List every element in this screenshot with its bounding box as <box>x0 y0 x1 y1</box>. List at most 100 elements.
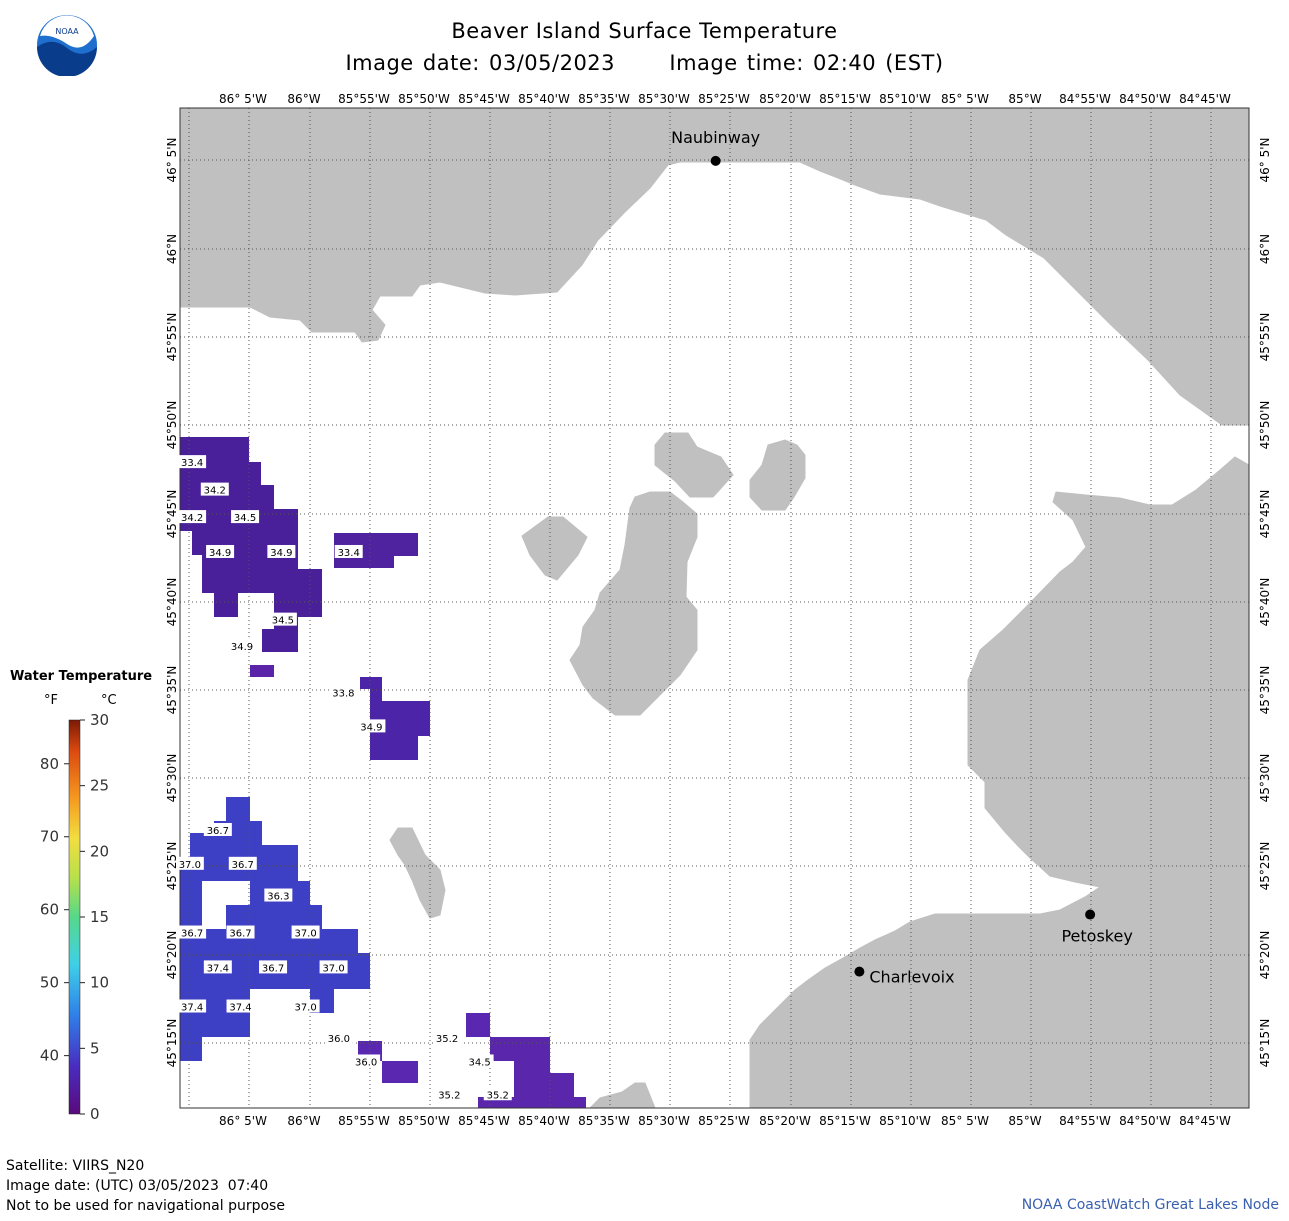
colorbar-label-c: 30 <box>90 712 109 729</box>
lat-label-left: 45°45'N <box>165 490 179 539</box>
temp-label-value: 36.0 <box>355 1057 377 1068</box>
temp-label-value: 36.7 <box>207 826 229 837</box>
temp-label-value: 37.4 <box>207 963 229 974</box>
colorbar-label-f: 40 <box>40 1047 59 1065</box>
temp-label: 36.0 <box>352 1054 381 1068</box>
lon-label-bottom: 85°40'W <box>518 1114 570 1128</box>
temp-label-value: 36.7 <box>229 929 251 940</box>
footer-disclaimer: Not to be used for navigational purpose <box>6 1198 285 1214</box>
city-petoskey[interactable]: Petoskey <box>1061 909 1133 946</box>
temp-label-value: 35.2 <box>436 1034 458 1045</box>
lon-label-bottom: 85°10'W <box>879 1114 931 1128</box>
lon-label-bottom: 85°45'W <box>458 1114 510 1128</box>
temp-label-value: 33.4 <box>181 458 203 469</box>
footer-utc-date: Image date: (UTC) 03/05/2023 07:40 <box>6 1178 269 1194</box>
city-label: Petoskey <box>1061 927 1132 946</box>
lat-label-left: 45°30'N <box>165 754 179 803</box>
temp-label: 34.9 <box>267 544 296 559</box>
temp-label: 33.8 <box>329 685 358 700</box>
temp-label: 34.9 <box>206 544 235 559</box>
temp-label-bg <box>206 544 235 558</box>
temp-label-value: 37.0 <box>322 963 344 974</box>
temp-label-bg <box>228 639 257 653</box>
colorbar-label-c: 0 <box>90 1105 100 1123</box>
temp-label: 33.4 <box>178 455 207 469</box>
temp-label-bg <box>178 510 207 524</box>
lower-peninsula-land <box>749 456 1250 1109</box>
city-naubinway[interactable]: Naubinway <box>671 128 760 166</box>
temp-label-bg <box>334 544 363 558</box>
colorbar-label-f: 50 <box>40 974 59 992</box>
colorbar-gradient <box>68 719 81 1115</box>
temp-label: 34.5 <box>268 612 297 627</box>
legend-unit-f: °F <box>44 693 58 708</box>
lat-label-right: 45°35'N <box>1258 666 1272 715</box>
city-marker-icon <box>1085 909 1096 920</box>
map-title: Beaver Island Surface Temperature <box>451 19 838 43</box>
temperature-cell-7 <box>466 1013 490 1037</box>
lon-label-bottom: 85°55'W <box>338 1114 390 1128</box>
graticule <box>179 107 1250 1109</box>
temp-label-bg <box>324 1031 353 1045</box>
temp-label-bg <box>465 1054 494 1068</box>
lon-label-bottom: 85°35'W <box>578 1114 630 1128</box>
temp-label: 36.7 <box>178 925 207 940</box>
temp-label: 34.2 <box>178 510 207 524</box>
axis-labels: 86° 5'W 86°W 85°55'W 85°50'W 85°45'W 85°40'W 8… <box>165 92 1272 1128</box>
upper-peninsula-land <box>179 107 1250 426</box>
lon-label-top: 85°55'W <box>338 92 390 106</box>
temp-label-bg <box>483 1087 512 1101</box>
city-markers: Naubinway Charlevoix Petoskey <box>671 128 1133 987</box>
lat-label-right: 45°25'N <box>1258 842 1272 891</box>
temp-label: 37.0 <box>175 856 204 871</box>
colorbar-label-c: 10 <box>90 974 109 992</box>
temperature-colorbar: 0 5 10 15 20 25 30 40 50 60 70 80 <box>40 712 109 1123</box>
lat-label-right: 45°30'N <box>1258 754 1272 803</box>
temperature-cell-3 <box>360 677 430 760</box>
city-charlevoix[interactable]: Charlevoix <box>854 966 955 987</box>
temp-label: 34.5 <box>465 1054 494 1068</box>
temp-label: 35.2 <box>435 1087 464 1101</box>
lon-label-top: 85°25'W <box>698 92 750 106</box>
lon-label-bottom: 85°30'W <box>638 1114 690 1128</box>
temp-label: 34.2 <box>200 482 229 497</box>
temp-label: 35.2 <box>433 1031 462 1045</box>
temperature-cell-6 <box>358 1041 418 1083</box>
lon-label-top: 85° 5'W <box>941 92 989 106</box>
temp-label-bg <box>433 1031 462 1045</box>
temp-label-value: 34.2 <box>204 486 226 497</box>
temp-label: 36.7 <box>203 822 232 837</box>
temp-label: 35.2 <box>483 1087 512 1101</box>
temp-label-value: 36.7 <box>262 963 284 974</box>
colorbar-label-c: 5 <box>90 1039 100 1057</box>
image-date: Image date: 03/05/2023 <box>345 51 616 75</box>
temp-label-bg <box>291 999 320 1013</box>
temp-label: 34.9 <box>228 639 257 653</box>
temp-label-value: 34.9 <box>209 548 231 559</box>
lon-label-top: 86° 5'W <box>219 92 267 106</box>
lon-label-top: 85°35'W <box>578 92 630 106</box>
temp-label-bg <box>178 455 207 469</box>
temp-label-bg <box>267 544 296 558</box>
temperature-labels: 33.4 34.2 34.2 34.5 34.9 34.9 33.4 34.5 34.9 33.8… <box>175 455 512 1101</box>
footer-satellite: Satellite: VIIRS_N20 <box>6 1158 145 1174</box>
temp-label-value: 34.5 <box>272 616 294 627</box>
temp-label-value: 37.0 <box>294 929 316 940</box>
footer-credit[interactable]: NOAA CoastWatch Great Lakes Node <box>1021 1197 1279 1213</box>
temp-label: 37.4 <box>226 999 255 1014</box>
lat-label-right: 45°55'N <box>1258 313 1272 362</box>
lat-label-left: 45°40'N <box>165 578 179 627</box>
noaa-logo-text: NOAA <box>55 27 79 36</box>
lat-label-right: 45°15'N <box>1258 1019 1272 1068</box>
lat-label-left: 45°20'N <box>165 931 179 980</box>
temp-label-value: 34.5 <box>234 513 256 524</box>
city-label: Naubinway <box>671 128 760 147</box>
temp-label: 34.5 <box>231 510 260 524</box>
temp-label-bg <box>226 925 255 939</box>
lat-label-right: 46° 5'N <box>1258 138 1272 183</box>
temp-label-value: 35.2 <box>487 1090 509 1101</box>
legend-title: Water Temperature <box>10 669 153 684</box>
temp-label-bg <box>435 1087 464 1101</box>
colorbar-label-f: 60 <box>40 901 59 919</box>
